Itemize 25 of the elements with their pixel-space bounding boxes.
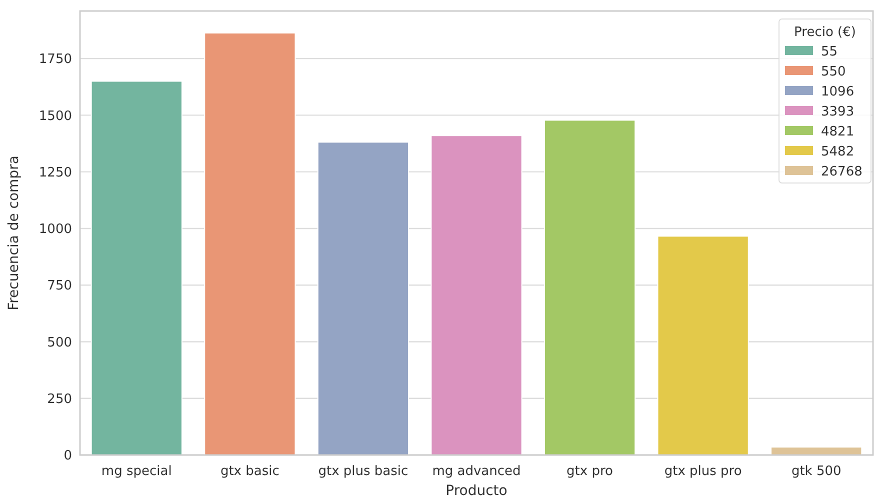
legend-label: 26768 [821,164,862,180]
legend-label: 55 [821,44,838,60]
y-tick-label: 500 [47,335,72,350]
y-tick-label: 1250 [38,165,72,180]
y-tick-label: 250 [47,392,72,407]
x-tick-label: mg special [101,464,172,479]
y-tick-label: 0 [64,448,72,464]
legend-label: 1096 [821,84,854,100]
x-axis-title: Producto [446,483,508,499]
y-axis-title: Frecuencia de compra [6,156,22,310]
y-tick-label: 750 [47,278,72,294]
x-tick-label: gtx plus pro [664,464,742,479]
legend-label: 4821 [821,124,854,140]
legend-label: 550 [821,64,846,80]
legend-label: 3393 [821,104,854,120]
legend-label: 5482 [821,144,854,160]
y-tick-label: 1750 [38,52,72,68]
x-tick-label: gtx basic [220,464,280,479]
legend-title: Precio (€) [794,25,856,40]
x-tick-label: gtx pro [566,464,614,479]
y-tick-label: 1000 [38,222,72,238]
y-tick-label: 1500 [38,108,72,124]
x-tick-label: gtk 500 [791,464,842,479]
x-tick-label: gtx plus basic [318,464,408,479]
x-tick-label: mg advanced [432,464,521,479]
